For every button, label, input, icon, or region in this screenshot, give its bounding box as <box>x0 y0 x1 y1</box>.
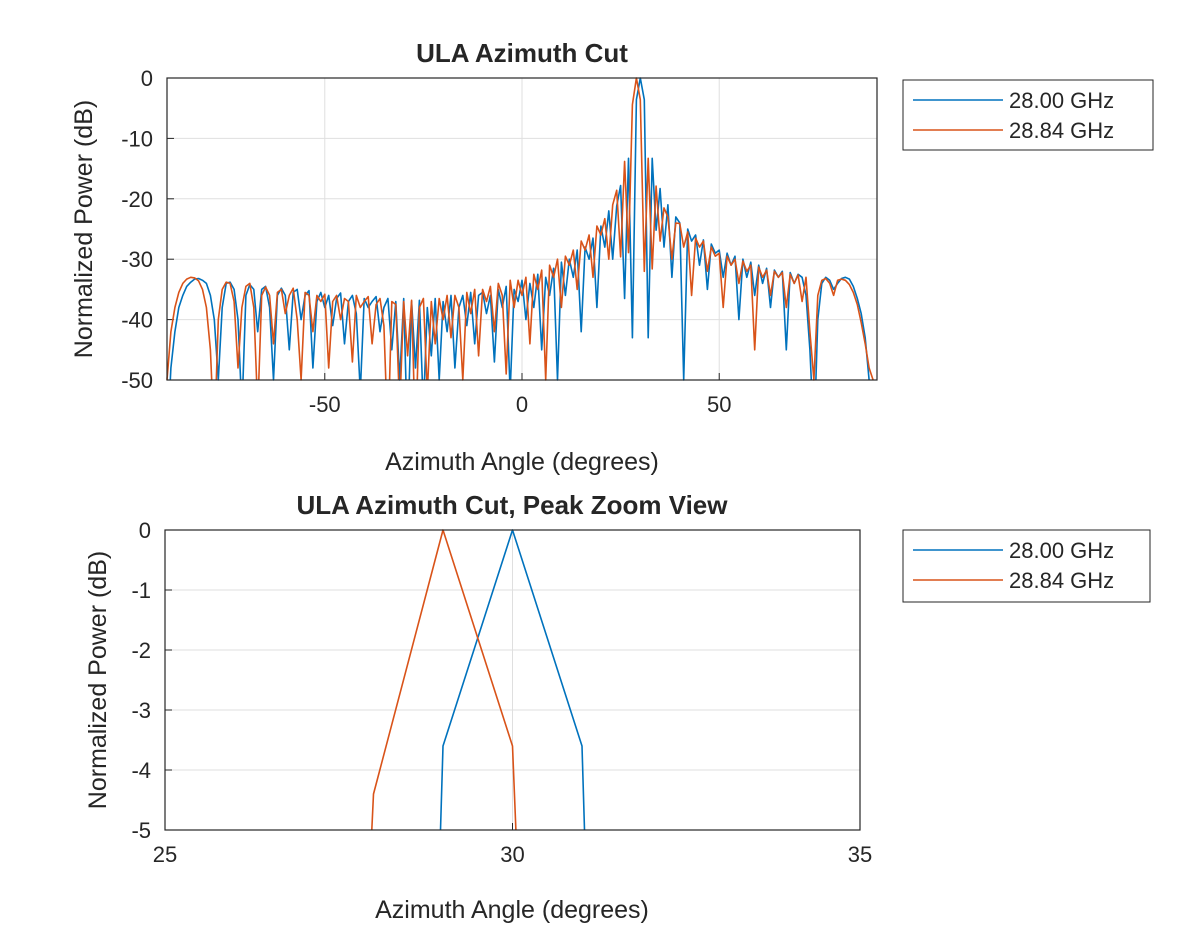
series-line-0 <box>169 77 870 381</box>
legend-box <box>902 529 1151 603</box>
legend: 28.00 GHz 28.84 GHz <box>902 529 1151 603</box>
chart-peak-zoom: ULA Azimuth Cut, Peak Zoom View Azimuth … <box>84 490 1151 924</box>
y-tick-label: -20 <box>121 187 153 212</box>
chart-azimuth-cut: ULA Azimuth Cut Azimuth Angle (degrees) … <box>70 38 1154 476</box>
y-axis-label: Normalized Power (dB) <box>70 100 98 358</box>
y-tick-label: -4 <box>131 758 151 783</box>
x-axis-label: Azimuth Angle (degrees) <box>385 448 659 476</box>
y-tick-label: -30 <box>121 247 153 272</box>
y-tick-label: 0 <box>139 518 151 543</box>
series-line-1 <box>166 77 874 381</box>
chart-title: ULA Azimuth Cut, Peak Zoom View <box>297 490 729 520</box>
legend-label: 28.00 GHz <box>1009 88 1114 113</box>
y-axis-label: Normalized Power (dB) <box>84 551 112 809</box>
legend: 28.00 GHz 28.84 GHz <box>902 79 1154 151</box>
x-axis-label: Azimuth Angle (degrees) <box>375 896 649 924</box>
legend-label: 28.84 GHz <box>1009 568 1114 593</box>
axes-box <box>166 77 878 381</box>
y-tick-label: -40 <box>121 308 153 333</box>
x-tick-label: 0 <box>516 392 528 417</box>
y-tick-label: -10 <box>121 126 153 151</box>
x-tick-label: 50 <box>707 392 731 417</box>
y-tick-label: -5 <box>131 818 151 843</box>
x-tick-label: 25 <box>153 842 177 867</box>
x-tick-label: 35 <box>848 842 872 867</box>
y-tick-label: -3 <box>131 698 151 723</box>
x-tick-label: 30 <box>500 842 524 867</box>
axes-box <box>164 529 861 831</box>
legend-label: 28.00 GHz <box>1009 538 1114 563</box>
x-tick-label: -50 <box>309 392 341 417</box>
y-tick-label: -2 <box>131 638 151 663</box>
legend-box <box>902 79 1154 151</box>
chart-title: ULA Azimuth Cut <box>416 38 628 68</box>
y-tick-label: -50 <box>121 368 153 393</box>
y-tick-label: -1 <box>131 578 151 603</box>
y-tick-label: 0 <box>141 66 153 91</box>
legend-label: 28.84 GHz <box>1009 118 1114 143</box>
